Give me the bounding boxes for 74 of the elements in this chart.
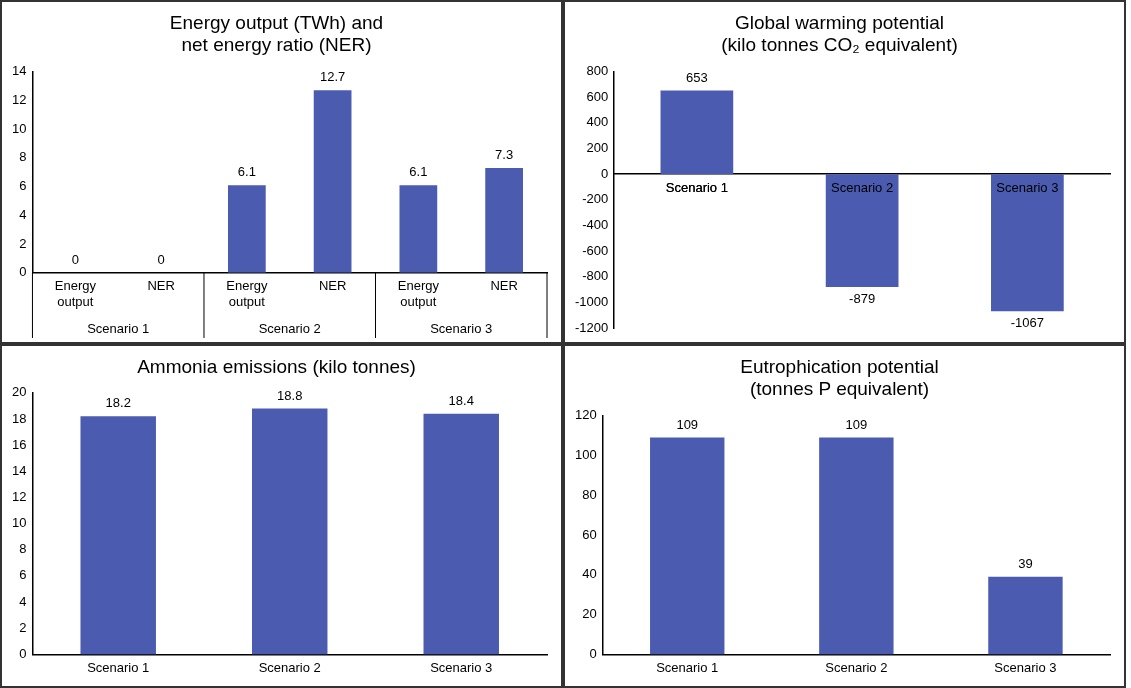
- x-tick-label: Scenario 2: [258, 659, 321, 675]
- x-tick-label: Scenario 3: [994, 659, 1057, 675]
- y-tick-label: 20: [11, 384, 27, 400]
- x-tick-label: Energy output: [54, 278, 97, 309]
- x-tick-label: Scenario 1: [665, 179, 728, 195]
- y-tick-label: -1000: [575, 294, 609, 310]
- y-tick-label: 14: [11, 462, 27, 478]
- y-tick-label: 600: [586, 88, 609, 104]
- chart-title: Ammonia emissions (kilo tonnes): [137, 355, 416, 377]
- data-label: 109: [845, 416, 868, 432]
- chart-title: Global warming potential (kilo tonnes CO₂ equivalent): [721, 11, 958, 56]
- data-label: -879: [849, 291, 876, 307]
- x-tick-label: Energy output: [397, 278, 440, 309]
- y-tick-label: 2: [19, 235, 27, 251]
- data-label: 0: [71, 251, 79, 267]
- y-tick-label: 40: [582, 566, 597, 582]
- x-tick-label: Scenario 2: [831, 179, 894, 195]
- x-tick-label: NER: [147, 278, 175, 294]
- text: Scenario 3: [430, 321, 493, 337]
- x-tick-label: Scenario 3: [430, 659, 493, 675]
- y-tick-label: 80: [582, 486, 597, 502]
- y-tick-label: 4: [19, 593, 27, 609]
- data-label: 6.1: [237, 164, 256, 180]
- data-label: 6.1: [409, 164, 428, 180]
- data-label: -1067: [1010, 315, 1044, 331]
- y-tick-label: 8: [19, 149, 27, 165]
- x-tick-label: NER: [490, 278, 518, 294]
- y-tick-label: 120: [574, 407, 597, 423]
- x-tick-label: Scenario 3: [996, 179, 1059, 195]
- y-tick-label: 12: [11, 489, 27, 505]
- y-tick-label: 6: [19, 567, 27, 583]
- y-tick-label: 20: [582, 606, 597, 622]
- y-tick-label: -1200: [575, 319, 609, 335]
- data-label: 18.4: [448, 392, 474, 408]
- text: Scenario 1: [87, 321, 150, 337]
- y-tick-label: -200: [582, 191, 609, 207]
- data-label: 39: [1018, 555, 1033, 571]
- y-tick-label: 400: [586, 114, 609, 130]
- y-tick-label: 800: [586, 63, 609, 79]
- y-tick-label: 10: [11, 120, 27, 136]
- y-tick-label: 6: [19, 178, 27, 194]
- y-tick-label: 0: [19, 264, 27, 280]
- y-tick-label: 2: [19, 619, 27, 635]
- y-tick-label: 100: [574, 446, 597, 462]
- y-tick-label: 0: [601, 165, 609, 181]
- data-label: 12.7: [319, 69, 346, 85]
- y-tick-label: 200: [586, 140, 609, 156]
- y-tick-label: 0: [589, 645, 597, 661]
- x-tick-label: Scenario 1: [656, 659, 719, 675]
- y-tick-label: 4: [19, 206, 27, 222]
- data-label: 109: [676, 416, 699, 432]
- y-tick-label: -400: [582, 217, 609, 233]
- data-label: 18.2: [105, 395, 131, 411]
- x-tick-label: Scenario 1: [87, 659, 150, 675]
- chart-title: Eutrophication potential (tonnes P equivalent): [740, 355, 939, 400]
- y-tick-label: 18: [11, 410, 27, 426]
- data-label: 7.3: [495, 146, 514, 162]
- data-label: 18.8: [277, 387, 303, 403]
- y-tick-label: 12: [11, 91, 27, 107]
- y-tick-label: 8: [19, 541, 27, 557]
- y-tick-label: 60: [582, 526, 597, 542]
- x-tick-label: Scenario 2: [825, 659, 888, 675]
- data-label: 653: [686, 69, 708, 85]
- y-tick-label: -600: [582, 242, 609, 258]
- text: Scenario 2: [258, 321, 321, 337]
- x-tick-label: NER: [318, 278, 347, 294]
- y-tick-label: 10: [11, 515, 27, 531]
- y-tick-label: 16: [11, 436, 27, 452]
- y-tick-label: -800: [582, 268, 609, 284]
- y-tick-label: 14: [11, 63, 27, 79]
- x-tick-label: Energy output: [226, 278, 268, 309]
- chart-title: Energy output (TWh) and net energy ratio (NER): [169, 11, 384, 56]
- data-label: 0: [157, 251, 165, 267]
- y-tick-label: 0: [19, 645, 27, 661]
